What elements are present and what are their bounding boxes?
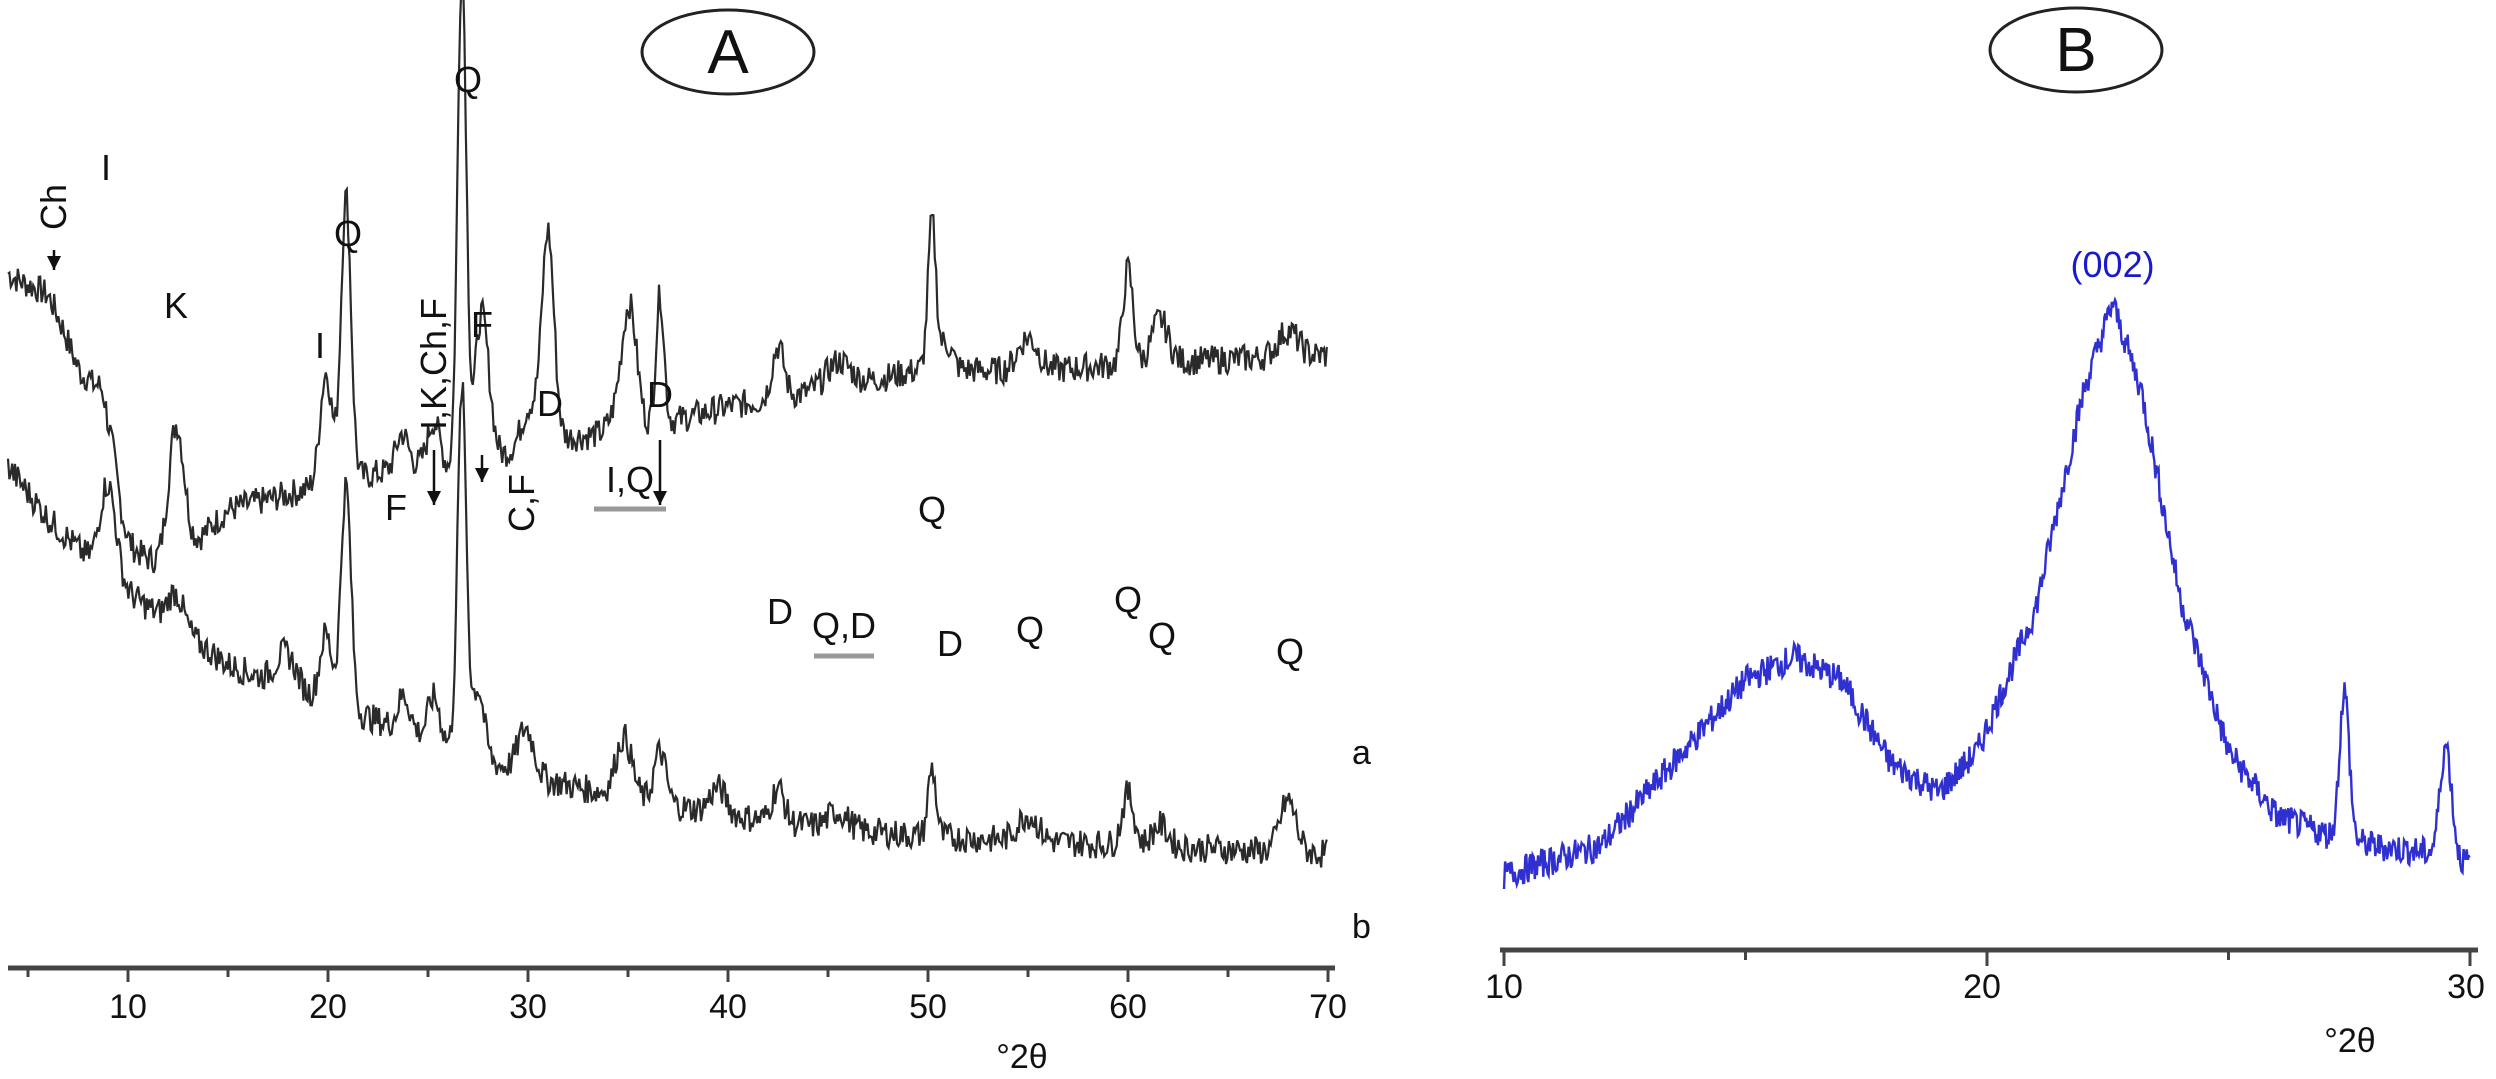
peak-label: C,F (501, 474, 542, 532)
panel-b-x-ticks (1502, 950, 2472, 966)
curve-label-b: b (1352, 908, 1371, 946)
peak-label: I (315, 325, 325, 366)
panel-a-badge (640, 8, 816, 96)
panel-a-tick-label: 20 (309, 988, 347, 1026)
panel-a-tick-labels: 10 20 30 40 50 60 70 (109, 988, 1347, 1026)
panel-b-tick-label: 30 (2447, 968, 2485, 1006)
peak-label: I,K,Ch,F (413, 298, 454, 430)
panel-a-tick-label: 30 (509, 988, 547, 1026)
peak-label: (002) (2071, 244, 2155, 285)
panel-b-tick-labels: 10 20 30 (1485, 968, 2485, 1006)
peak-label: D (937, 623, 963, 664)
panel-b-peak-labels: (002) (2071, 244, 2155, 285)
peak-label: I,Q (606, 459, 654, 500)
xrd-trace-b (6, 382, 1328, 868)
peak-label: K (164, 285, 188, 326)
panel-a-tick-label: 50 (909, 988, 947, 1026)
peak-arrow-head (427, 491, 441, 505)
peak-label: F (471, 304, 493, 345)
panel-b: B (002) 10 20 30 °2θ (1485, 6, 2485, 1060)
peak-arrow-head (475, 468, 489, 482)
panel-b-tick-label: 20 (1963, 968, 2001, 1006)
peak-label: Q (1276, 631, 1304, 672)
peak-label: D (537, 383, 563, 424)
peak-label: Q (334, 213, 362, 254)
panel-a-letter: A (707, 18, 749, 87)
peak-label: I (101, 147, 111, 188)
panel-b-x-axis-title: °2θ (2324, 1022, 2375, 1060)
panel-a-tick-label: 10 (109, 988, 147, 1026)
panel-b-tick-label: 10 (1485, 968, 1523, 1006)
peak-label: Ch (33, 184, 74, 230)
peak-label: Q (1148, 615, 1176, 656)
panel-a-tick-label: 60 (1109, 988, 1147, 1026)
peak-label: Q (1114, 579, 1142, 620)
panel-b-traces (1502, 296, 2471, 890)
peak-label: D (767, 591, 793, 632)
peak-label: Q,D (812, 605, 876, 646)
peak-arrow-head (47, 256, 61, 270)
panel-a-x-ticks (26, 968, 1330, 982)
peak-label: F (385, 487, 407, 528)
panel-b-badge (1988, 6, 2164, 94)
curve-label-a: a (1352, 734, 1371, 772)
peak-label: D (647, 374, 673, 415)
panel-a-tick-label: 40 (709, 988, 747, 1026)
peak-label: Q (918, 489, 946, 530)
panel-a-traces (6, 0, 1328, 868)
xrd-trace-b (1502, 296, 2471, 890)
panel-a-x-axis-title: °2θ (996, 1038, 1047, 1076)
peak-label: Q (454, 59, 482, 100)
panel-b-letter: B (2055, 16, 2096, 85)
peak-arrow-head (653, 491, 667, 505)
panel-a-tick-label: 70 (1309, 988, 1347, 1026)
xrd-trace-a (7, 0, 1328, 574)
peak-label: Q (1016, 609, 1044, 650)
